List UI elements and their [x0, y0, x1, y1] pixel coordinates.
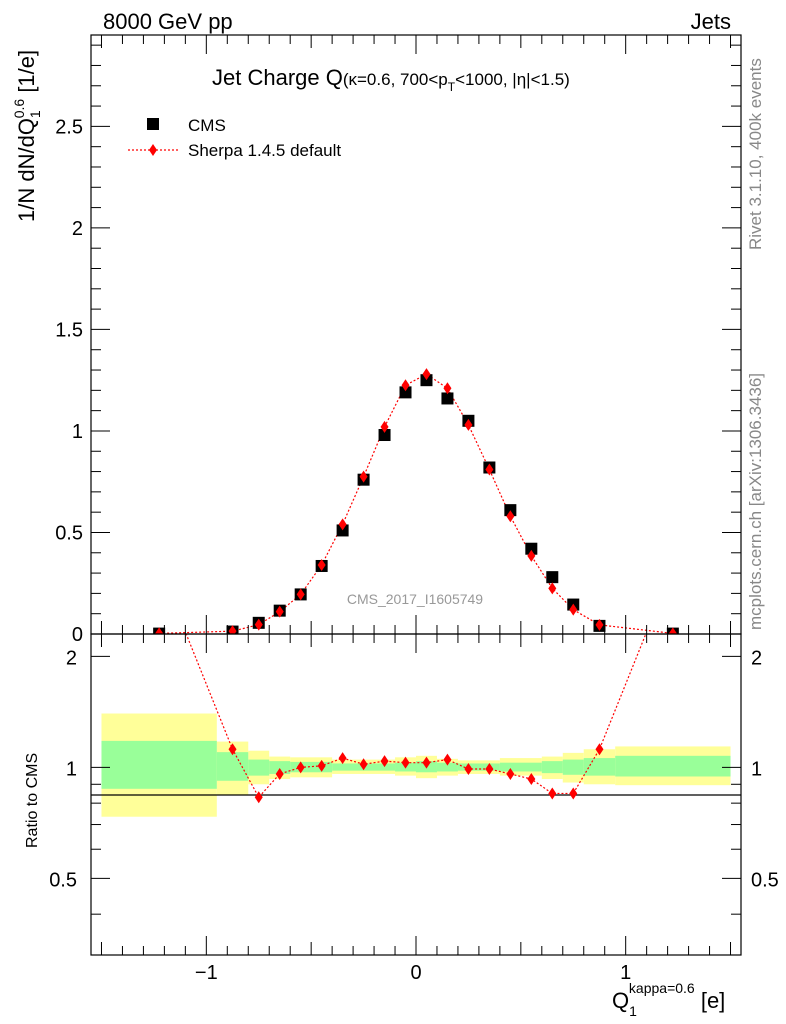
ratio-marks: [185, 634, 647, 804]
sherpa-point: [254, 618, 263, 631]
main-y-axis-label: 1/N dN/dQ10.6 [1/e]: [11, 50, 43, 222]
ratio-y-tick-label-right: 0.5: [751, 869, 779, 891]
sherpa-point: [464, 418, 473, 431]
main-marks: [153, 368, 679, 634]
analysis-watermark: CMS_2017_I1605749: [347, 591, 483, 607]
cms-point: [378, 429, 391, 442]
ratio-y-tick-label-right: 1: [751, 758, 762, 780]
ratio-inner-band: [436, 762, 458, 772]
x-axis-ticks: −1 0 1: [100, 634, 732, 984]
main-y-tick-label: 2.5: [55, 116, 83, 138]
sherpa-ratio-point: [228, 743, 237, 756]
main-y-tick-label: 1: [72, 421, 83, 443]
sherpa-point: [595, 618, 604, 631]
sherpa-ratio-point: [359, 758, 368, 771]
ratio-inner-band: [499, 762, 542, 772]
ratio-ticks: 0.5 0.5 1 1 2 2: [49, 647, 779, 915]
sherpa-point: [228, 625, 237, 634]
ratio-panel: 0.5 0.5 1 1 2 2 −1 0 1: [49, 633, 779, 984]
ratio-y-tick-label: 0.5: [49, 869, 77, 891]
main-ticks: 0 0.5 1 1.5 2 2.5: [55, 35, 741, 646]
sherpa-ratio-point: [443, 753, 452, 766]
ratio-inner-band: [562, 759, 584, 775]
main-y-tick-label: 0.5: [55, 522, 83, 544]
ratio-inner-band: [290, 761, 333, 773]
sherpa-point: [155, 627, 164, 634]
sherpa-ratio-point: [548, 787, 557, 800]
x-tick-label: 0: [410, 962, 421, 984]
ratio-inner-band: [101, 740, 217, 789]
sherpa-ratio-point: [380, 755, 389, 768]
main-y-tick-label: 1.5: [55, 319, 83, 341]
ratio-uncertainty-bands: [101, 713, 731, 817]
sherpa-point: [317, 558, 326, 571]
legend-cms-marker: [147, 118, 159, 130]
energy-label: 8000 GeV pp: [103, 9, 233, 34]
mcplots-label: mcplots.cern.ch [arXiv:1306.3436]: [746, 373, 765, 630]
sherpa-ratio-point: [275, 767, 284, 780]
ratio-inner-band: [541, 761, 563, 774]
sherpa-ratio-point: [506, 767, 515, 780]
cms-point: [504, 504, 517, 517]
legend-cms-label: CMS: [188, 116, 226, 135]
legend-sherpa-label: Sherpa 1.4.5 default: [188, 141, 341, 160]
ratio-inner-band: [583, 758, 616, 776]
ratio-y-tick-label-right: 2: [751, 647, 762, 669]
ratio-y-tick-label: 2: [66, 647, 77, 669]
sherpa-point: [359, 470, 368, 483]
sherpa-ratio-point: [569, 787, 578, 800]
sherpa-point: [668, 627, 677, 634]
cms-point: [441, 392, 454, 405]
x-tick-label: 1: [620, 962, 631, 984]
sherpa-ratio-point: [422, 756, 431, 769]
sherpa-point: [401, 379, 410, 392]
sherpa-point: [569, 603, 578, 616]
ratio-inner-band: [269, 761, 291, 774]
sherpa-point: [485, 463, 494, 476]
cms-point: [546, 571, 559, 584]
sherpa-point: [296, 588, 305, 601]
sherpa-ratio-point: [338, 752, 347, 765]
sherpa-ratio-point: [317, 759, 326, 772]
cms-point: [336, 524, 349, 537]
sherpa-point: [338, 518, 347, 531]
sherpa-point: [275, 605, 284, 618]
sherpa-point: [380, 420, 389, 433]
sherpa-ratio-point: [527, 773, 536, 786]
x-tick-label: −1: [195, 962, 218, 984]
sherpa-point: [422, 368, 431, 381]
cms-point: [420, 374, 433, 387]
sherpa-ratio-point: [296, 761, 305, 774]
sherpa-point: [527, 549, 536, 562]
sherpa-point: [548, 582, 557, 595]
category-label: Jets: [691, 9, 731, 34]
ratio-y-tick-label: 1: [66, 758, 77, 780]
ratio-inner-band: [216, 752, 249, 781]
main-panel: 0 0.5 1 1.5 2 2.5: [55, 34, 742, 646]
main-y-tick-label: 0: [72, 624, 83, 646]
sherpa-ratio-point: [485, 763, 494, 776]
sherpa-ratio-point: [254, 791, 263, 804]
legend: CMS Sherpa 1.4.5 default: [128, 116, 341, 160]
plot-title: Jet Charge Q(κ=0.6, 700<pT<1000, |η|<1.5…: [212, 65, 570, 94]
sherpa-point: [506, 510, 515, 523]
legend-sherpa-marker: [149, 144, 157, 156]
sherpa-ratio-point: [401, 756, 410, 769]
cms-point: [525, 542, 538, 555]
ratio-inner-band: [615, 755, 731, 777]
rivet-label: Rivet 3.1.10, 400k events: [746, 58, 765, 250]
sherpa-ratio-point: [464, 763, 473, 776]
ratio-y-axis-label: Ratio to CMS: [24, 753, 41, 848]
ratio-inner-band: [457, 763, 500, 771]
ratio-frame: [90, 633, 742, 956]
sherpa-ratio-point: [595, 743, 604, 756]
main-y-tick-label: 2: [72, 218, 83, 240]
cms-point: [399, 386, 412, 399]
x-axis-label: Q1kappa=0.6 [e]: [612, 980, 725, 1019]
sherpa-point: [443, 382, 452, 395]
ratio-inner-band: [248, 759, 270, 776]
